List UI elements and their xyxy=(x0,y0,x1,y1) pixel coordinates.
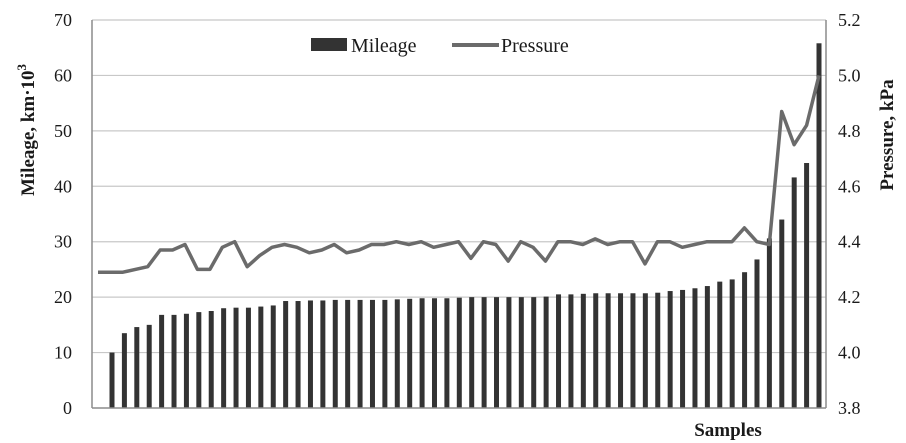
axes xyxy=(91,20,827,409)
y-axis-left-title-sup: 3 xyxy=(14,63,29,70)
mileage-bar xyxy=(667,291,673,408)
mileage-bar xyxy=(159,314,165,408)
mileage-bar xyxy=(680,289,686,408)
y-left-tick-label: 30 xyxy=(54,232,72,252)
mileage-bar xyxy=(481,297,487,408)
mileage-bar xyxy=(245,307,251,408)
pressure-line xyxy=(98,74,821,274)
y-left-tick-label: 20 xyxy=(54,287,72,307)
mileage-bar xyxy=(655,292,661,408)
y-left-tick-label: 0 xyxy=(63,398,72,418)
y-axis-right-title: Pressure, kPa xyxy=(877,79,898,191)
mileage-bar xyxy=(109,352,115,408)
x-axis-title: Samples xyxy=(694,420,762,441)
mileage-bar xyxy=(208,311,214,408)
mileage-bar xyxy=(295,301,301,408)
mileage-bar xyxy=(568,294,574,408)
y-right-tick-label: 4.0 xyxy=(838,343,861,363)
mileage-bar xyxy=(382,299,388,408)
y-left-tick-label: 10 xyxy=(54,343,72,363)
y-left-tick-label: 40 xyxy=(54,176,72,196)
mileage-bar xyxy=(320,300,326,408)
mileage-bar xyxy=(307,300,313,408)
mileage-bar xyxy=(543,296,549,408)
y-left-tick-label: 60 xyxy=(54,65,72,85)
mileage-bar xyxy=(742,272,748,408)
mileage-bar xyxy=(816,43,822,408)
y-axis-left-title: Mileage, km·103 xyxy=(14,63,39,196)
mileage-bar xyxy=(494,297,500,408)
y-left-tick-label: 70 xyxy=(54,10,72,30)
mileage-bar xyxy=(419,298,425,408)
legend: Mileage Pressure xyxy=(311,35,569,57)
y-left-tick-label: 50 xyxy=(54,121,72,141)
mileage-bar xyxy=(444,298,450,408)
mileage-bar xyxy=(704,286,710,408)
mileage-bar xyxy=(580,293,586,408)
mileage-bar xyxy=(394,299,400,408)
mileage-bar xyxy=(146,324,152,408)
legend-mileage-label: Mileage xyxy=(351,35,417,57)
y-right-tick-label: 4.2 xyxy=(838,287,861,307)
mileage-bar xyxy=(121,333,127,408)
y-right-tick-label: 4.4 xyxy=(838,232,861,252)
mileage-bar xyxy=(593,293,599,408)
mileage-bar xyxy=(134,327,140,408)
mileage-bar xyxy=(605,293,611,408)
mileage-bar xyxy=(506,297,512,408)
mileage-bar xyxy=(804,163,810,408)
mileage-bar xyxy=(431,298,437,408)
mileage-bar xyxy=(717,281,723,408)
mileage-bar xyxy=(779,219,785,408)
mileage-bar xyxy=(270,305,276,408)
y-right-tick-labels: 3.8 4.0 4.2 4.4 4.6 4.8 5.0 5.2 xyxy=(838,10,861,418)
y-right-tick-label: 5.0 xyxy=(838,65,861,85)
mileage-bar xyxy=(171,314,177,408)
mileage-bar xyxy=(258,306,264,408)
mileage-bar xyxy=(791,177,797,408)
mileage-bar xyxy=(692,288,698,408)
mileage-bar xyxy=(556,294,562,408)
mileage-bar xyxy=(531,297,537,408)
mileage-bar xyxy=(469,297,475,408)
y-right-tick-label: 4.8 xyxy=(838,121,861,141)
y-right-tick-label: 3.8 xyxy=(838,398,861,418)
mileage-bar xyxy=(407,298,413,408)
mileage-bar xyxy=(196,312,202,408)
mileage-bar xyxy=(345,299,351,408)
mileage-bar xyxy=(754,259,760,408)
y-right-tick-label: 5.2 xyxy=(838,10,861,30)
mileage-bar xyxy=(283,301,289,408)
legend-pressure-label: Pressure xyxy=(501,35,569,57)
mileage-bars xyxy=(109,43,822,408)
mileage-bar xyxy=(456,297,462,408)
y-right-tick-label: 4.6 xyxy=(838,176,861,196)
mileage-bar xyxy=(369,299,375,408)
mileage-bar xyxy=(642,293,648,408)
mileage-bar xyxy=(729,279,735,408)
mileage-bar xyxy=(766,238,772,408)
y-left-tick-labels: 0 10 20 30 40 50 60 70 xyxy=(54,10,72,418)
mileage-bar xyxy=(183,313,189,408)
mileage-bar xyxy=(518,297,524,408)
mileage-bar xyxy=(332,299,338,408)
mileage-bar xyxy=(221,308,227,408)
legend-mileage-swatch xyxy=(311,38,347,51)
mileage-bar xyxy=(233,307,239,408)
mileage-bar xyxy=(357,299,363,408)
mileage-bar xyxy=(618,293,624,408)
y-axis-left-title-main: Mileage, km·10 xyxy=(18,70,39,196)
mileage-bar xyxy=(630,293,636,408)
